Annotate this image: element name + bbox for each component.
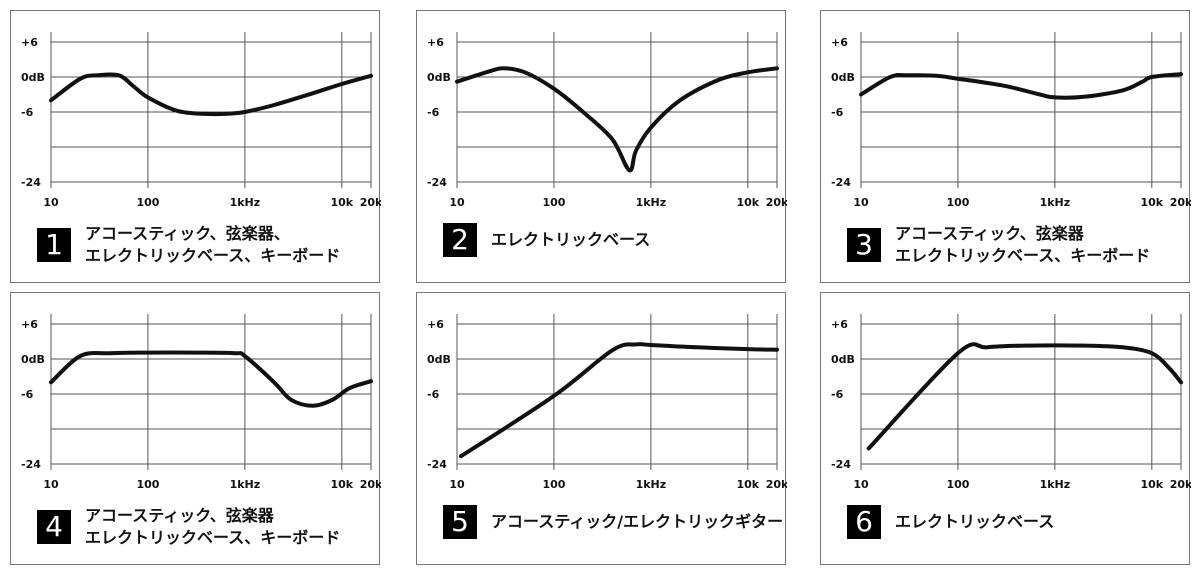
- panel-caption: 3 アコースティック、弦楽器 エレクトリックベース、キーボード: [847, 223, 1150, 267]
- x-tick-label: 100: [542, 196, 565, 209]
- x-tick-label: 10k: [331, 478, 354, 491]
- x-tick-label: 10k: [1141, 478, 1164, 491]
- panel-number-badge: 4: [37, 510, 71, 544]
- panel-caption: 2 エレクトリックベース: [443, 223, 650, 257]
- panel-caption: 1 アコースティック、弦楽器、 エレクトリックベース、キーボード: [37, 223, 340, 267]
- x-tick-label: 1kHz: [636, 196, 667, 209]
- y-tick-label: +6: [831, 36, 848, 49]
- panel-number-badge: 6: [847, 505, 881, 539]
- x-tick-label: 1kHz: [636, 478, 667, 491]
- y-tick-label: -6: [831, 388, 844, 401]
- y-tick-label: -24: [427, 458, 447, 471]
- eq-response-curve: [859, 72, 1183, 100]
- y-tick-label: 0dB: [427, 353, 451, 366]
- y-tick-label: +6: [21, 318, 38, 331]
- panel-caption: 6 エレクトリックベース: [847, 505, 1054, 539]
- y-tick-label: -24: [831, 176, 851, 189]
- eq-response-curve: [866, 342, 1183, 451]
- y-tick-label: -6: [21, 106, 34, 119]
- panel-description: アコースティック、弦楽器 エレクトリックベース、キーボード: [85, 506, 341, 547]
- x-tick-label: 20k: [766, 478, 787, 491]
- y-tick-label: 0dB: [831, 71, 855, 84]
- panel-description: エレクトリックベース: [895, 512, 1055, 531]
- y-tick-label: -24: [21, 176, 41, 189]
- eq-response-curve: [459, 342, 779, 459]
- panel-number-badge: 1: [37, 228, 71, 262]
- x-tick-label: 10k: [737, 478, 760, 491]
- eq-panel-6: +6 0dB -6 -24 10 100 1kHz 10k 20k 6 エレクトリックベース: [820, 292, 1191, 565]
- eq-response-curve: [455, 66, 779, 173]
- x-tick-label: 10k: [737, 196, 760, 209]
- x-tick-label: 100: [946, 478, 969, 491]
- y-tick-label: -6: [427, 388, 440, 401]
- x-tick-label: 100: [542, 478, 565, 491]
- panel-description: アコースティック、弦楽器、 エレクトリックベース、キーボード: [85, 224, 341, 265]
- y-tick-label: +6: [427, 318, 444, 331]
- eq-panel-2: +6 0dB -6 -24 10 100 1kHz 10k 20k 2 エレクトリックベース: [416, 10, 787, 283]
- eq-panel-4: +6 0dB -6 -24 10 100 1kHz 10k 20k 4 アコースティック、弦楽器 エ…: [10, 292, 381, 565]
- x-tick-label: 1kHz: [230, 196, 261, 209]
- x-tick-label: 10k: [1141, 196, 1164, 209]
- eq-panel-1: +6 0dB -6 -24 10 100 1kHz 10k 20k 1 アコースティック、弦楽器、 …: [10, 10, 381, 283]
- x-tick-label: 1kHz: [230, 478, 261, 491]
- x-tick-label: 100: [946, 196, 969, 209]
- x-tick-label: 100: [136, 196, 159, 209]
- panel-description: エレクトリックベース: [491, 230, 651, 249]
- y-tick-label: -6: [21, 388, 34, 401]
- y-tick-label: -24: [21, 458, 41, 471]
- x-tick-label: 10: [853, 478, 869, 491]
- y-tick-label: +6: [831, 318, 848, 331]
- y-tick-label: +6: [427, 36, 444, 49]
- x-tick-label: 10k: [331, 196, 354, 209]
- y-tick-label: -24: [831, 458, 851, 471]
- x-tick-label: 20k: [360, 478, 381, 491]
- x-tick-label: 1kHz: [1040, 196, 1071, 209]
- x-tick-label: 10: [853, 196, 869, 209]
- x-tick-label: 20k: [766, 196, 787, 209]
- panel-number-badge: 2: [443, 223, 477, 257]
- y-tick-label: 0dB: [21, 71, 45, 84]
- y-tick-label: -6: [427, 106, 440, 119]
- x-tick-label: 10: [449, 478, 465, 491]
- x-tick-label: 20k: [1170, 478, 1191, 491]
- panel-number-badge: 3: [847, 228, 881, 262]
- x-tick-label: 1kHz: [1040, 478, 1071, 491]
- y-tick-label: -24: [427, 176, 447, 189]
- x-tick-label: 10: [43, 478, 59, 491]
- panel-description: アコースティック/エレクトリックギター: [491, 512, 784, 531]
- x-tick-label: 20k: [1170, 196, 1191, 209]
- eq-panel-3: +6 0dB -6 -24 10 100 1kHz 10k 20k 3 アコースティック、弦楽器 エ…: [820, 10, 1191, 283]
- x-tick-label: 10: [43, 196, 59, 209]
- panel-description: アコースティック、弦楽器 エレクトリックベース、キーボード: [895, 224, 1151, 265]
- y-tick-label: 0dB: [21, 353, 45, 366]
- panel-caption: 5 アコースティック/エレクトリックギター: [443, 505, 783, 539]
- eq-panel-5: +6 0dB -6 -24 10 100 1kHz 10k 20k 5 アコースティック/エレクトリ…: [416, 292, 787, 565]
- x-tick-label: 10: [449, 196, 465, 209]
- x-tick-label: 20k: [360, 196, 381, 209]
- panel-caption: 4 アコースティック、弦楽器 エレクトリックベース、キーボード: [37, 505, 340, 549]
- y-tick-label: 0dB: [831, 353, 855, 366]
- eq-response-curve: [49, 72, 373, 117]
- x-tick-label: 100: [136, 478, 159, 491]
- y-tick-label: 0dB: [427, 71, 451, 84]
- y-tick-label: +6: [21, 36, 38, 49]
- panel-number-badge: 5: [443, 505, 477, 539]
- y-tick-label: -6: [831, 106, 844, 119]
- eq-response-curve: [49, 350, 373, 408]
